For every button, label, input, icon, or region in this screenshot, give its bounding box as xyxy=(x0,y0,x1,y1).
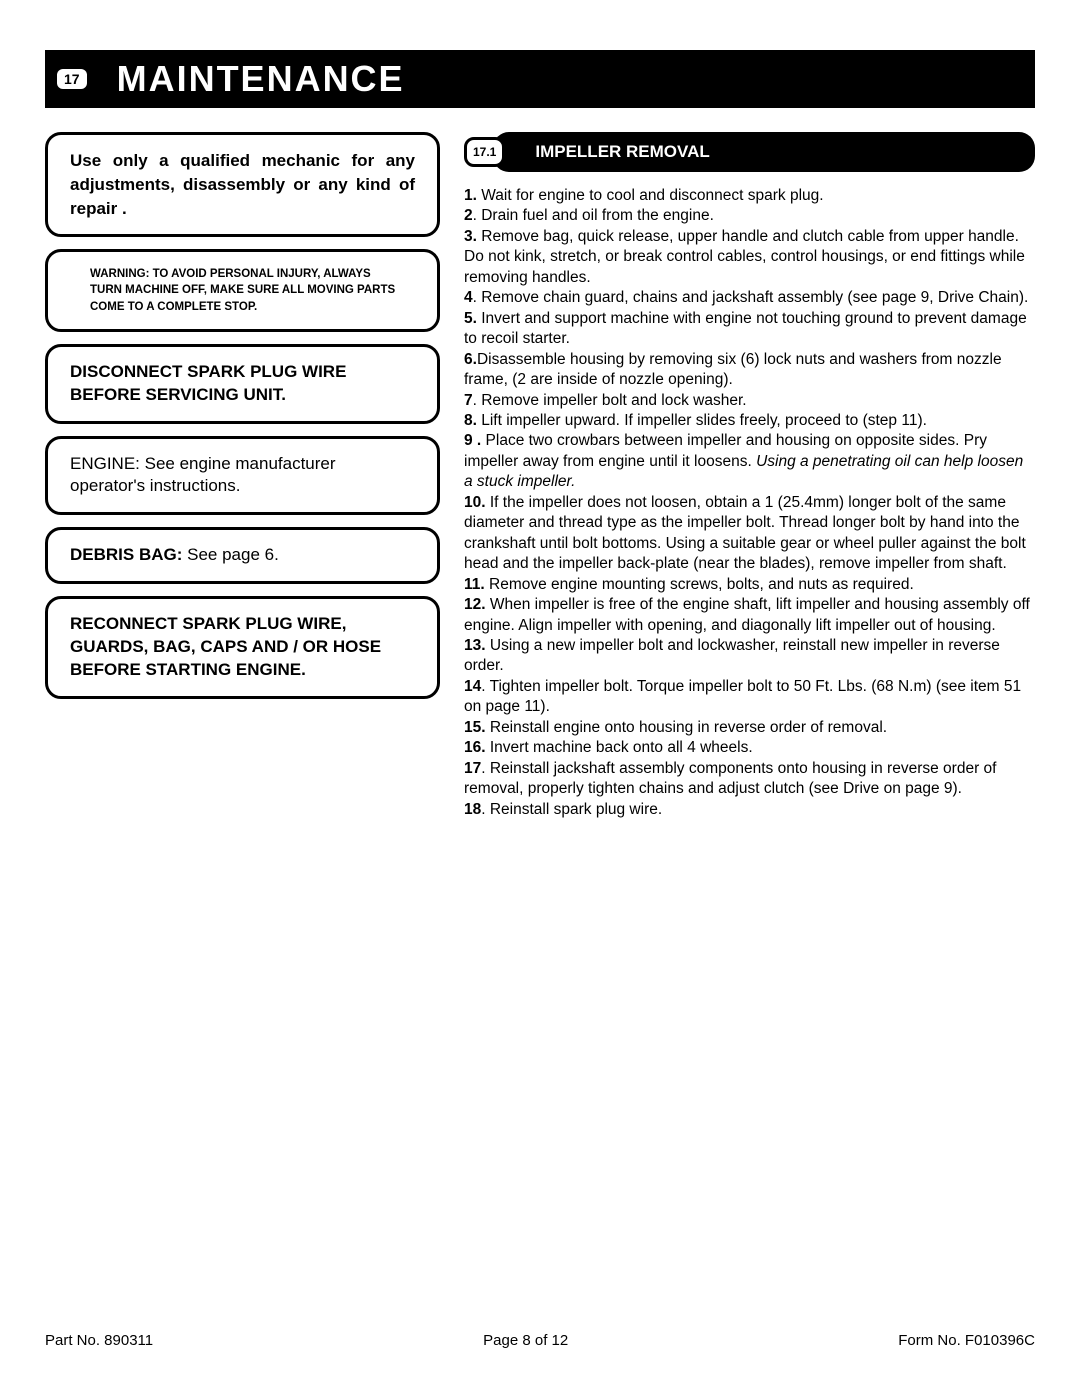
step-text: If the impeller does not loosen, obtain … xyxy=(464,494,1026,572)
step-text: When impeller is free of the engine shaf… xyxy=(464,596,1030,633)
disconnect-box: DISCONNECT SPARK PLUG WIRE BEFORE SERVIC… xyxy=(45,344,440,424)
subsection-badge-wrap: 17.1 xyxy=(464,137,505,167)
step-text: Remove bag, quick release, upper handle … xyxy=(464,228,1025,286)
engine-text: ENGINE: See engine manufacturer operator… xyxy=(70,454,336,496)
debris-bag-label: DEBRIS BAG: xyxy=(70,545,182,564)
engine-box: ENGINE: See engine manufacturer operator… xyxy=(45,436,440,516)
reconnect-box: RECONNECT SPARK PLUG WIRE, GUARDS, BAG, … xyxy=(45,596,440,699)
step-text: . Reinstall spark plug wire. xyxy=(481,801,662,818)
subsection-header: 17.1 IMPELLER REMOVAL xyxy=(464,132,1035,172)
step-num: 17 xyxy=(464,760,481,777)
step-num: 5. xyxy=(464,310,477,327)
step-text: Lift impeller upward. If impeller slides… xyxy=(477,412,927,429)
qualified-mechanic-text: Use only a qualified mechanic for any ad… xyxy=(70,151,415,218)
qualified-mechanic-box: Use only a qualified mechanic for any ad… xyxy=(45,132,440,237)
section-number-badge: 17 xyxy=(57,69,87,89)
steps-list: 1. Wait for engine to cool and disconnec… xyxy=(464,186,1035,820)
step-num: 2 xyxy=(464,207,473,224)
page-footer: Part No. 890311 Page 8 of 12 Form No. F0… xyxy=(45,1332,1035,1349)
left-column: Use only a qualified mechanic for any ad… xyxy=(45,132,440,820)
step-text: Wait for engine to cool and disconnect s… xyxy=(477,187,824,204)
step-num: 1. xyxy=(464,187,477,204)
step-text: . Tighten impeller bolt. Torque impeller… xyxy=(464,678,1021,715)
content-area: Use only a qualified mechanic for any ad… xyxy=(45,132,1035,820)
footer-form: Form No. F010396C xyxy=(898,1332,1035,1349)
step-text: Reinstall engine onto housing in reverse… xyxy=(486,719,888,736)
step-num: 6. xyxy=(464,351,477,368)
step-num: 3. xyxy=(464,228,477,245)
step-num: 15. xyxy=(464,719,486,736)
step-text: . Reinstall jackshaft assembly component… xyxy=(464,760,996,797)
step-num: 14 xyxy=(464,678,481,695)
step-text: . Drain fuel and oil from the engine. xyxy=(473,207,714,224)
footer-part: Part No. 890311 xyxy=(45,1332,153,1349)
debris-bag-text: See page 6. xyxy=(182,545,278,564)
subsection-title: IMPELLER REMOVAL xyxy=(493,132,1035,172)
subsection-number: 17.1 xyxy=(473,145,496,159)
step-text: . Remove impeller bolt and lock washer. xyxy=(473,392,747,409)
step-num: 4 xyxy=(464,289,473,306)
step-text: Invert and support machine with engine n… xyxy=(464,310,1027,347)
disconnect-text: DISCONNECT SPARK PLUG WIRE BEFORE SERVIC… xyxy=(70,362,346,404)
step-text: Using a new impeller bolt and lockwasher… xyxy=(464,637,1000,674)
section-title: MAINTENANCE xyxy=(117,58,405,100)
step-num: 9 . xyxy=(464,432,481,449)
section-header: 17 MAINTENANCE xyxy=(45,50,1035,108)
step-num: 8. xyxy=(464,412,477,429)
step-text: Remove engine mounting screws, bolts, an… xyxy=(485,576,914,593)
step-text: . Remove chain guard, chains and jacksha… xyxy=(473,289,1029,306)
step-text: Invert machine back onto all 4 wheels. xyxy=(486,739,753,756)
footer-page: Page 8 of 12 xyxy=(483,1332,568,1349)
step-text: Disassemble housing by removing six (6) … xyxy=(464,351,1002,388)
warning-box: WARNING: TO AVOID PERSONAL INJURY, ALWAY… xyxy=(45,249,440,331)
step-num: 11. xyxy=(464,576,485,593)
step-num: 10. xyxy=(464,494,486,511)
step-num: 13. xyxy=(464,637,486,654)
step-num: 16. xyxy=(464,739,486,756)
warning-text: WARNING: TO AVOID PERSONAL INJURY, ALWAY… xyxy=(90,268,395,312)
right-column: 17.1 IMPELLER REMOVAL 1. Wait for engine… xyxy=(464,132,1035,820)
step-num: 18 xyxy=(464,801,481,818)
debris-bag-box: DEBRIS BAG: See page 6. xyxy=(45,527,440,584)
step-num: 7 xyxy=(464,392,473,409)
step-num: 12. xyxy=(464,596,486,613)
reconnect-text: RECONNECT SPARK PLUG WIRE, GUARDS, BAG, … xyxy=(70,614,381,679)
